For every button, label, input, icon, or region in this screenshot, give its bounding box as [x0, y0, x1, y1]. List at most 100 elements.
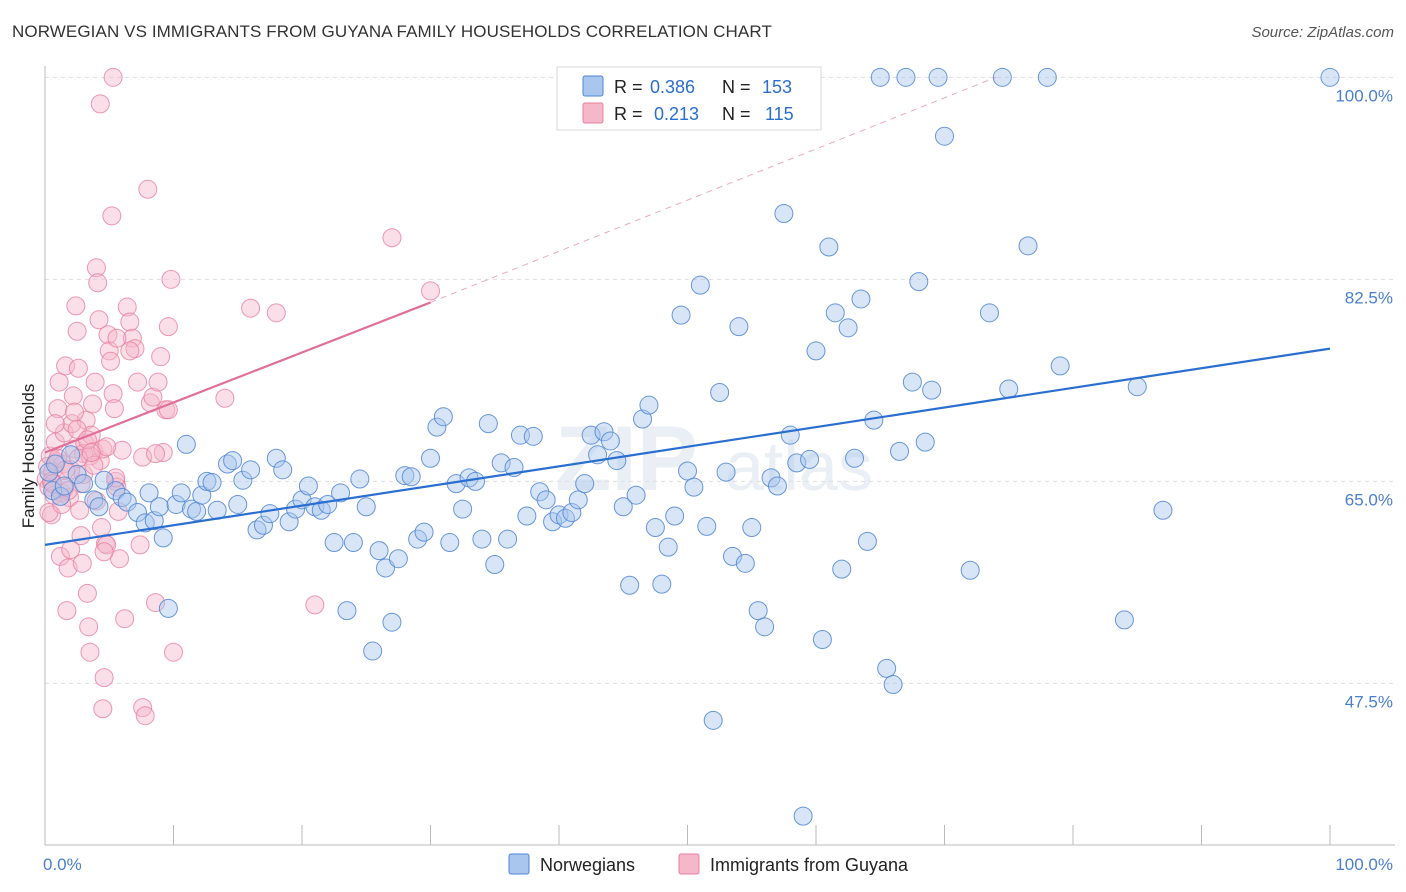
point-norwegians: [684, 477, 704, 497]
point-norwegians: [594, 422, 614, 442]
point-norwegians: [491, 453, 511, 473]
point-guyana: [148, 372, 168, 392]
point-guyana: [56, 460, 76, 480]
point-guyana: [92, 518, 112, 538]
y-axis-label: Family Households: [19, 384, 38, 529]
point-norwegians: [363, 641, 383, 661]
point-norwegians: [767, 476, 787, 496]
point-guyana: [41, 505, 61, 525]
point-guyana: [151, 347, 171, 367]
point-norwegians: [382, 612, 402, 632]
point-norwegians: [478, 414, 498, 434]
legend-r-label: R =: [614, 104, 643, 124]
bottom-legend-swatch-norwegians: [508, 853, 530, 875]
point-guyana: [48, 399, 68, 419]
point-norwegians: [992, 67, 1012, 87]
point-norwegians: [1050, 356, 1070, 376]
point-norwegians: [890, 441, 910, 461]
point-norwegians: [54, 476, 74, 496]
bottom-legend-label-norwegians: Norwegians: [540, 855, 635, 875]
point-norwegians: [45, 454, 65, 474]
point-norwegians: [652, 574, 672, 594]
point-guyana: [133, 698, 153, 718]
point-norwegians: [117, 492, 137, 512]
point-norwegians: [128, 503, 148, 523]
point-norwegians: [1320, 67, 1340, 87]
point-norwegians: [935, 126, 954, 146]
point-norwegians: [851, 289, 871, 309]
point-guyana: [66, 296, 86, 316]
series-guyana-points: [36, 67, 440, 726]
point-norwegians: [922, 380, 942, 400]
point-guyana: [161, 269, 181, 289]
point-norwegians: [812, 630, 832, 650]
point-norwegians: [427, 417, 447, 437]
point-norwegians: [671, 305, 691, 325]
point-norwegians: [421, 448, 440, 468]
point-norwegians: [1127, 377, 1147, 397]
point-norwegians: [298, 476, 318, 496]
point-norwegians: [498, 529, 518, 549]
point-guyana: [45, 414, 65, 434]
point-norwegians: [748, 601, 768, 621]
point-norwegians: [253, 515, 273, 535]
point-guyana: [86, 258, 106, 278]
trend-line-guyana-extension: [430, 76, 997, 303]
point-norwegians: [819, 237, 839, 257]
point-norwegians: [607, 451, 627, 471]
point-norwegians: [697, 516, 717, 536]
point-guyana: [421, 281, 440, 301]
point-guyana: [90, 94, 110, 114]
point-norwegians: [266, 448, 286, 468]
point-guyana: [117, 297, 137, 317]
point-norwegians: [536, 490, 556, 510]
point-norwegians: [440, 533, 460, 553]
point-guyana: [164, 642, 183, 662]
point-norwegians: [166, 494, 186, 514]
y-tick-label: 100.0%: [1335, 86, 1393, 105]
point-norwegians: [735, 553, 755, 573]
point-norwegians: [217, 454, 237, 474]
point-guyana: [215, 388, 235, 408]
point-guyana: [158, 317, 178, 337]
point-guyana: [81, 443, 101, 462]
x-tick-labels: 0.0% 100.0%: [43, 855, 1393, 874]
point-guyana: [79, 617, 99, 637]
legend-n-label: N =: [722, 77, 751, 97]
grid-lines: [45, 76, 1395, 684]
point-norwegians: [774, 204, 794, 224]
point-norwegians: [324, 533, 344, 553]
point-norwegians: [909, 272, 929, 292]
point-norwegians: [806, 341, 826, 361]
point-norwegians: [787, 453, 807, 473]
point-guyana: [83, 394, 103, 414]
point-norwegians: [139, 483, 159, 503]
point-guyana: [72, 553, 92, 573]
point-guyana: [93, 699, 113, 719]
point-norwegians: [575, 474, 595, 494]
point-norwegians: [43, 481, 63, 501]
point-norwegians: [61, 445, 81, 465]
point-norwegians: [233, 470, 253, 490]
point-norwegians: [472, 529, 492, 549]
point-guyana: [266, 303, 286, 323]
point-norwegians: [626, 485, 646, 505]
point-norwegians: [1037, 67, 1057, 87]
point-norwegians: [710, 382, 730, 402]
point-norwegians: [181, 499, 201, 519]
point-norwegians: [690, 275, 710, 295]
chart-title: NORWEGIAN VS IMMIGRANTS FROM GUYANA FAMI…: [12, 22, 772, 41]
legend-r-value-guyana: 0.213: [654, 104, 699, 124]
point-norwegians: [915, 432, 935, 452]
point-norwegians: [716, 462, 736, 482]
chart-source: Source: ZipAtlas.com: [1251, 24, 1394, 41]
point-norwegians: [350, 469, 370, 489]
watermark-zip: ZIP: [555, 408, 698, 510]
bottom-legend: Norwegians Immigrants from Guyana: [508, 853, 909, 875]
point-norwegians: [568, 490, 588, 510]
point-norwegians: [376, 558, 396, 578]
point-norwegians: [260, 504, 280, 524]
point-norwegians: [896, 67, 916, 87]
point-norwegians: [857, 531, 877, 551]
point-guyana: [135, 706, 155, 726]
